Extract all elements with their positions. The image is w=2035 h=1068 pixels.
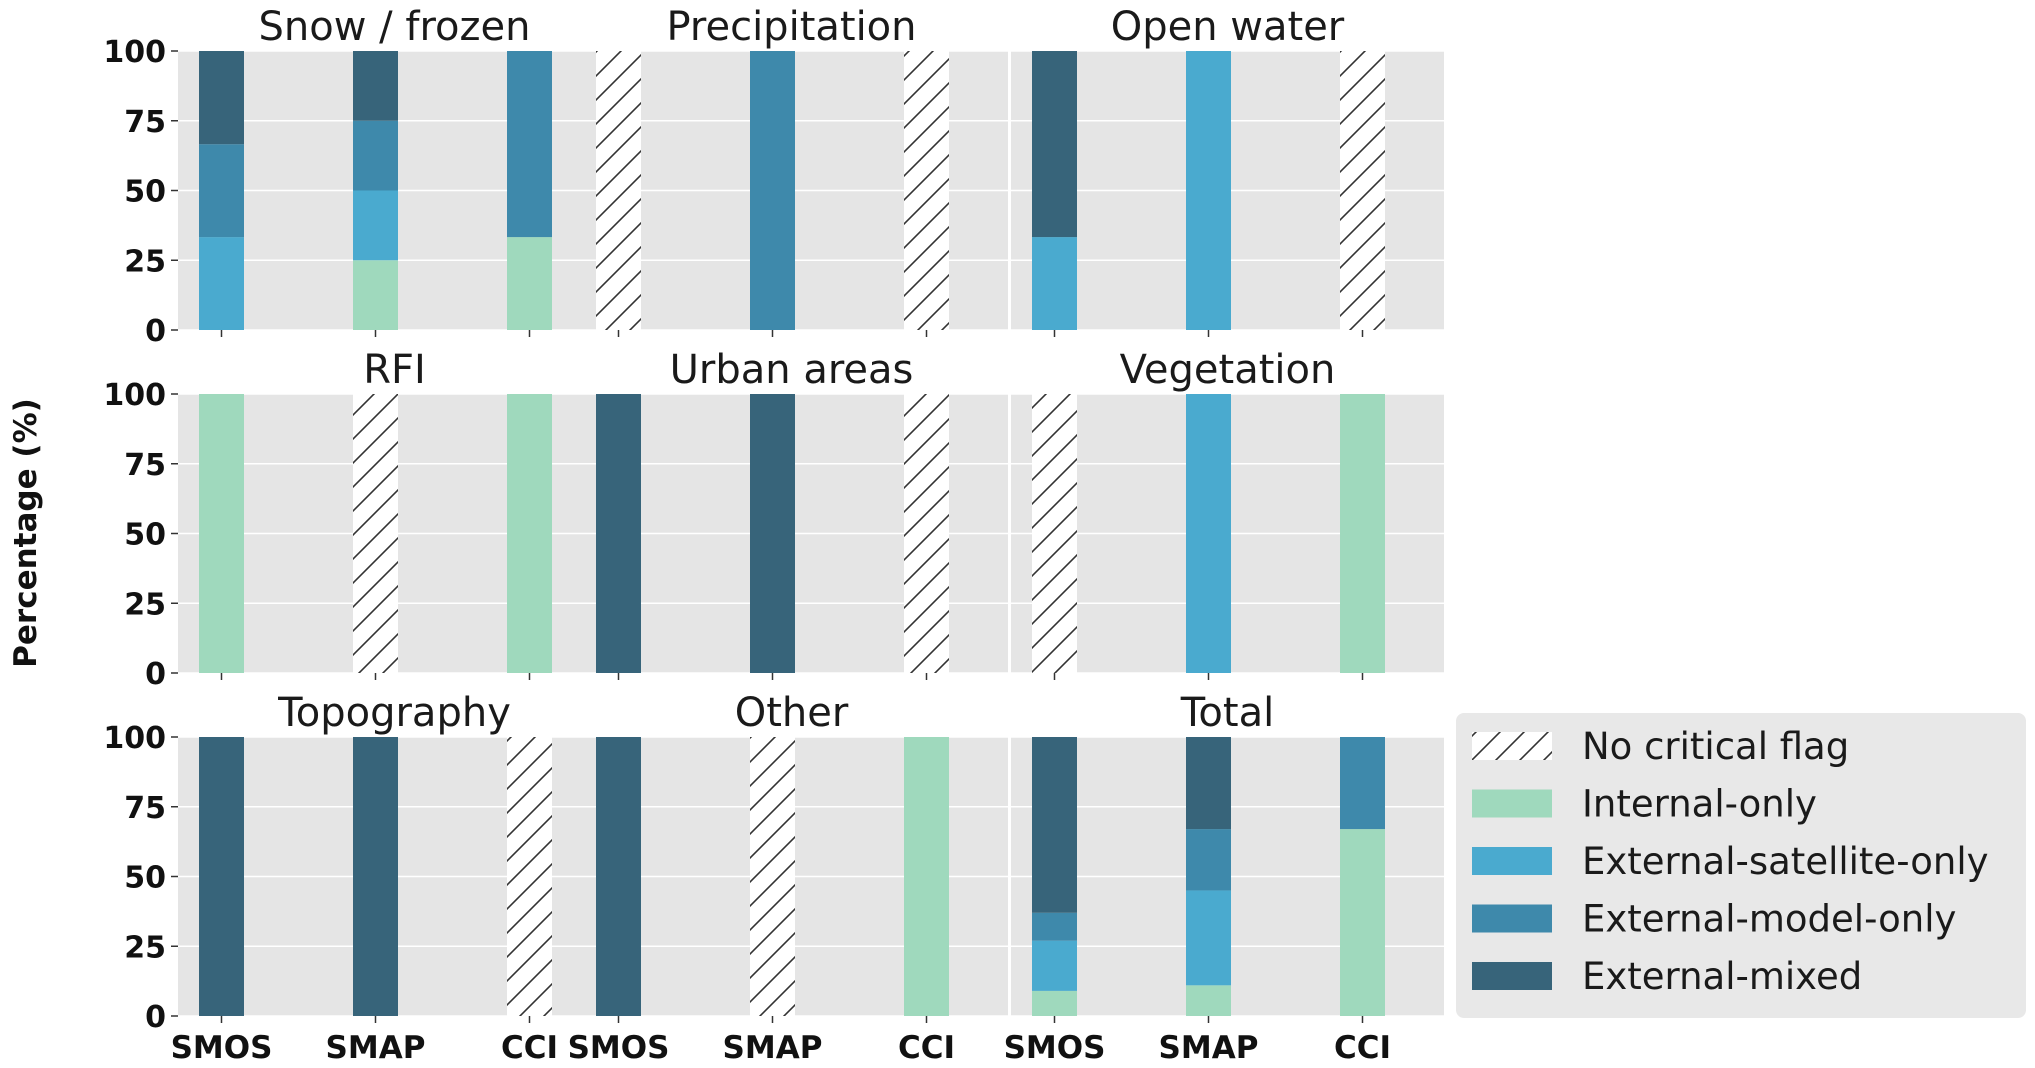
bar-segment-external-mixed [1186,737,1231,830]
bar-segment-external-mixed [353,51,398,121]
legend: No critical flag Internal-only External-sa… [1456,713,2026,1018]
bar-segment-internal-only [507,394,552,673]
bar-segment-external-mixed [199,737,244,1016]
panel-title: RFI [363,347,426,393]
y-tick-label: 75 [124,791,166,826]
panel-3: RFI 0 25 50 75 100 [103,347,611,692]
y-tick-label: 50 [124,861,166,896]
legend-swatch [1472,847,1552,875]
bar-segment-no-critical-flag [750,737,795,1016]
panel-title: Precipitation [666,4,916,50]
panel-8: Total SMOS SMAP CCI [1004,690,1444,1066]
legend-swatch [1472,904,1552,933]
bar-segment-external-satellite-only [1032,237,1077,330]
y-tick-label: 25 [124,587,166,622]
y-axis-label: Percentage (%) [8,398,44,668]
bar-segment-no-critical-flag [904,394,949,673]
panel-5: Vegetation [1011,347,1444,680]
bar-segment-internal-only [904,737,949,1016]
bar-segment-internal-only [1032,990,1077,1016]
panel-title: Other [735,690,849,736]
panel-1: Precipitation [575,4,1008,337]
bar-segment-external-mixed [1032,737,1077,913]
bar-segment-no-critical-flag [1340,51,1385,330]
bar-segment-external-mixed [199,51,244,145]
panel-0: Snow / frozen 0 25 50 75 100 [103,4,611,349]
y-tick-label: 0 [145,314,166,349]
bar-segment-external-satellite-only [1186,51,1231,330]
bar-segment-external-model-only [750,51,795,330]
legend-label: External-model-only [1582,898,1956,941]
x-tick-label: SMAP [1159,1030,1259,1064]
x-tick-label: CCI [501,1030,558,1064]
bar-segment-external-model-only [1032,912,1077,941]
y-tick-label: 25 [124,930,166,965]
y-tick-label: 50 [124,518,166,553]
bar-segment-internal-only [507,237,552,330]
bar-segment-external-satellite-only [1032,940,1077,991]
legend-label: Internal-only [1582,783,1817,826]
legend-box [1456,713,2026,1018]
panel-title: Total [1180,690,1274,736]
y-tick-label: 100 [103,378,166,413]
legend-label: External-mixed [1582,955,1862,998]
bar-segment-no-critical-flag [596,51,641,330]
legend-swatch [1472,732,1552,760]
panel-7: Other SMOS SMAP CCI [568,690,1008,1066]
bar-segment-external-model-only [507,51,552,238]
bar-segment-internal-only [1340,394,1385,673]
legend-swatch [1472,789,1552,818]
x-tick-label: SMAP [326,1030,426,1064]
bar-segment-external-mixed [1032,51,1077,238]
y-tick-label: 100 [103,721,166,756]
bar-segment-external-model-only [1340,737,1385,830]
bar-segment-external-mixed [596,394,641,673]
bar-segment-internal-only [1340,829,1385,1016]
x-tick-label: CCI [1334,1030,1391,1064]
bar-segment-external-satellite-only [353,190,398,261]
bar-segment-internal-only [199,394,244,673]
bar-segment-internal-only [353,260,398,330]
bar-segment-external-satellite-only [1186,890,1231,986]
panel-2: Open water [1011,4,1444,337]
bar-segment-no-critical-flag [507,737,552,1016]
y-tick-label: 0 [145,657,166,692]
x-tick-label: SMOS [1004,1030,1106,1064]
bar-segment-no-critical-flag [1032,394,1077,673]
y-tick-label: 75 [124,105,166,140]
y-tick-label: 100 [103,35,166,70]
panel-6: Topography SMOS SMAP CCI 0 25 50 75 100 [103,690,611,1066]
bar-segment-external-model-only [1186,829,1231,891]
legend-label: No critical flag [1582,725,1849,768]
bar-segment-external-model-only [199,144,244,238]
bar-segment-no-critical-flag [353,394,398,673]
legend-swatch [1472,962,1552,990]
panel-title: Vegetation [1120,347,1336,393]
bar-segment-internal-only [1186,985,1231,1016]
y-tick-label: 50 [124,175,166,210]
bar-segment-no-critical-flag [904,51,949,330]
y-tick-label: 75 [124,448,166,483]
x-tick-label: SMAP [723,1030,823,1064]
y-tick-label: 0 [145,1000,166,1035]
panel-title: Open water [1111,4,1345,50]
legend-label: External-satellite-only [1582,840,1989,883]
panel-4: Urban areas [575,347,1008,680]
bar-segment-external-mixed [750,394,795,673]
bar-segment-external-mixed [596,737,641,1016]
panel-title: Topography [277,690,511,736]
bar-segment-external-model-only [353,120,398,191]
bar-segment-external-satellite-only [1186,394,1231,673]
panel-title: Snow / frozen [259,4,531,50]
x-tick-label: CCI [898,1030,955,1064]
y-tick-label: 25 [124,244,166,279]
x-tick-label: SMOS [171,1030,273,1064]
bar-segment-external-satellite-only [199,237,244,330]
panel-title: Urban areas [670,347,914,393]
x-tick-label: SMOS [568,1030,670,1064]
bar-segment-external-mixed [353,737,398,1016]
